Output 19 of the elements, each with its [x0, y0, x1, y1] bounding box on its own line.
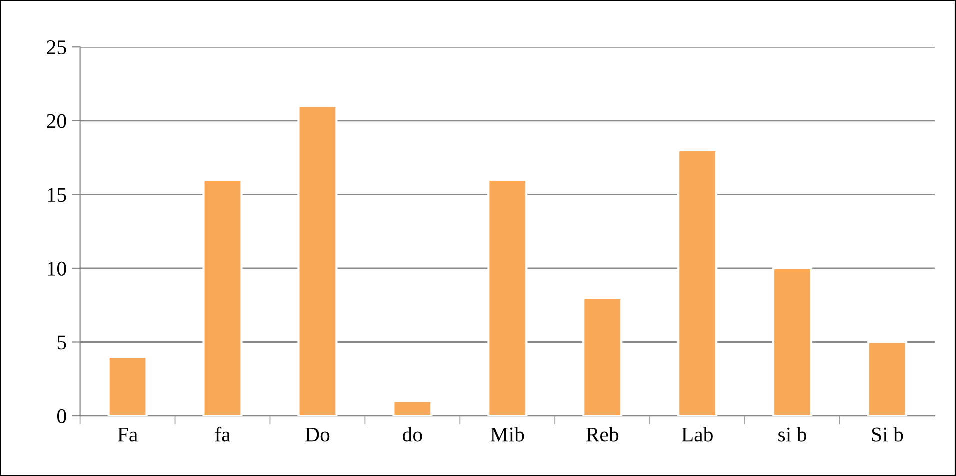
y-tick-label: 5 [58, 336, 66, 350]
x-tick-label: fa [215, 426, 231, 442]
x-tick-label: Reb [586, 427, 619, 442]
y-tick-label: 25 [47, 40, 66, 55]
y-tick-label: 15 [48, 188, 66, 202]
x-tick-label: Mib [490, 427, 524, 442]
x-tick-label: Fa [118, 428, 138, 442]
x-tick-label: Si b [872, 427, 904, 442]
x-tick-label: Do [306, 428, 330, 442]
x-tick-label: si b [778, 427, 806, 442]
y-tick-label: 10 [48, 262, 66, 276]
bar [867, 341, 908, 416]
x-tick-label: Lab [682, 427, 713, 442]
y-tick-label: 20 [47, 114, 66, 128]
y-tick-label: 0 [57, 409, 66, 424]
bar [772, 267, 813, 416]
bar [298, 105, 338, 416]
bar [392, 400, 433, 416]
x-tick-label: do [403, 427, 422, 442]
